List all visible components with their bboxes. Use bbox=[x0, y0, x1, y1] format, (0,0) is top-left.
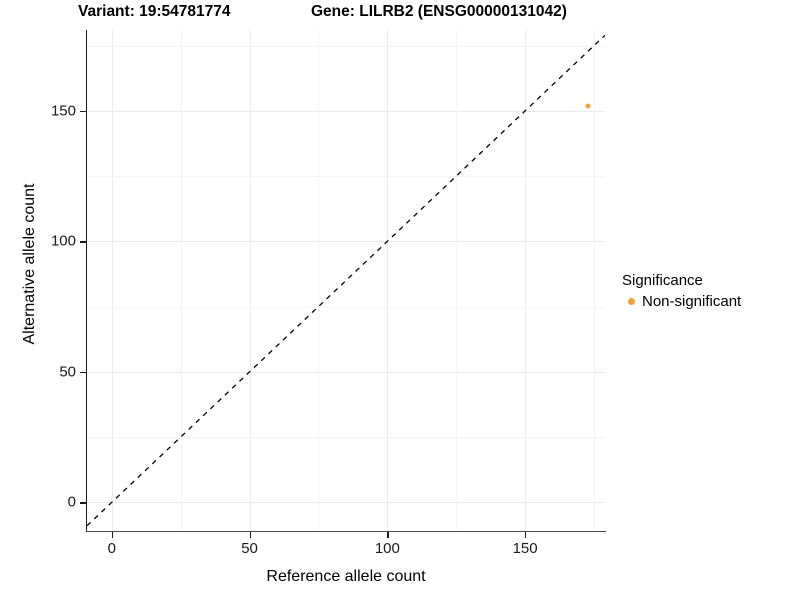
y-tick-label: 50 bbox=[59, 363, 76, 381]
x-tick-mark bbox=[387, 532, 389, 538]
gridline-vertical bbox=[525, 30, 527, 531]
legend: Significance Non-significant bbox=[622, 272, 741, 311]
x-axis-line bbox=[86, 531, 606, 533]
y-tick-mark bbox=[80, 371, 86, 374]
gridline-horizontal bbox=[87, 306, 605, 308]
y-tick-mark bbox=[80, 502, 86, 504]
gridline-vertical bbox=[387, 30, 389, 531]
legend-title: Significance bbox=[622, 272, 703, 289]
gridline-vertical bbox=[318, 30, 320, 531]
identity-reference-line bbox=[87, 34, 605, 527]
x-tick-label: 150 bbox=[512, 540, 538, 557]
legend-item-label: Non-significant bbox=[642, 292, 742, 310]
gridline-vertical bbox=[456, 30, 458, 531]
y-tick-mark bbox=[80, 110, 86, 113]
legend-items: Non-significant bbox=[622, 291, 741, 311]
variant-title: Variant: 19:54781774 bbox=[78, 3, 231, 20]
legend-point-icon bbox=[622, 292, 640, 310]
gridline-vertical bbox=[111, 30, 113, 531]
y-tick-label: 0 bbox=[67, 493, 76, 511]
gridline-horizontal bbox=[87, 241, 605, 243]
x-tick-label: 50 bbox=[241, 540, 258, 557]
gridline-horizontal bbox=[87, 110, 605, 112]
gridline-vertical bbox=[593, 30, 595, 531]
x-tick-label: 0 bbox=[107, 540, 116, 557]
y-tick-mark bbox=[80, 241, 86, 243]
gridline-horizontal bbox=[87, 176, 605, 178]
gene-title: Gene: LILRB2 (ENSG00000131042) bbox=[311, 3, 567, 20]
gridline-horizontal bbox=[87, 502, 605, 504]
data-point bbox=[585, 103, 591, 109]
plot-panel bbox=[87, 30, 605, 531]
y-tick-label: 150 bbox=[50, 102, 76, 120]
x-axis-title: Reference allele count bbox=[266, 568, 426, 585]
x-tick-label: 100 bbox=[374, 540, 400, 557]
legend-item-0[interactable]: Non-significant bbox=[622, 291, 741, 311]
gridline-horizontal bbox=[87, 371, 605, 373]
gridline-horizontal bbox=[87, 45, 605, 47]
y-axis-title: Alternative allele count bbox=[21, 183, 38, 345]
x-tick-mark bbox=[249, 532, 251, 538]
x-tick-mark bbox=[111, 532, 114, 538]
gridline-vertical bbox=[249, 30, 251, 531]
y-axis-line bbox=[86, 30, 88, 532]
gridline-vertical bbox=[180, 30, 182, 531]
y-tick-label: 100 bbox=[50, 232, 76, 250]
x-tick-mark bbox=[525, 532, 527, 538]
gridline-horizontal bbox=[87, 437, 605, 439]
chart-title-row: Variant: 19:54781774 Gene: LILRB2 (ENSG0… bbox=[0, 0, 800, 28]
